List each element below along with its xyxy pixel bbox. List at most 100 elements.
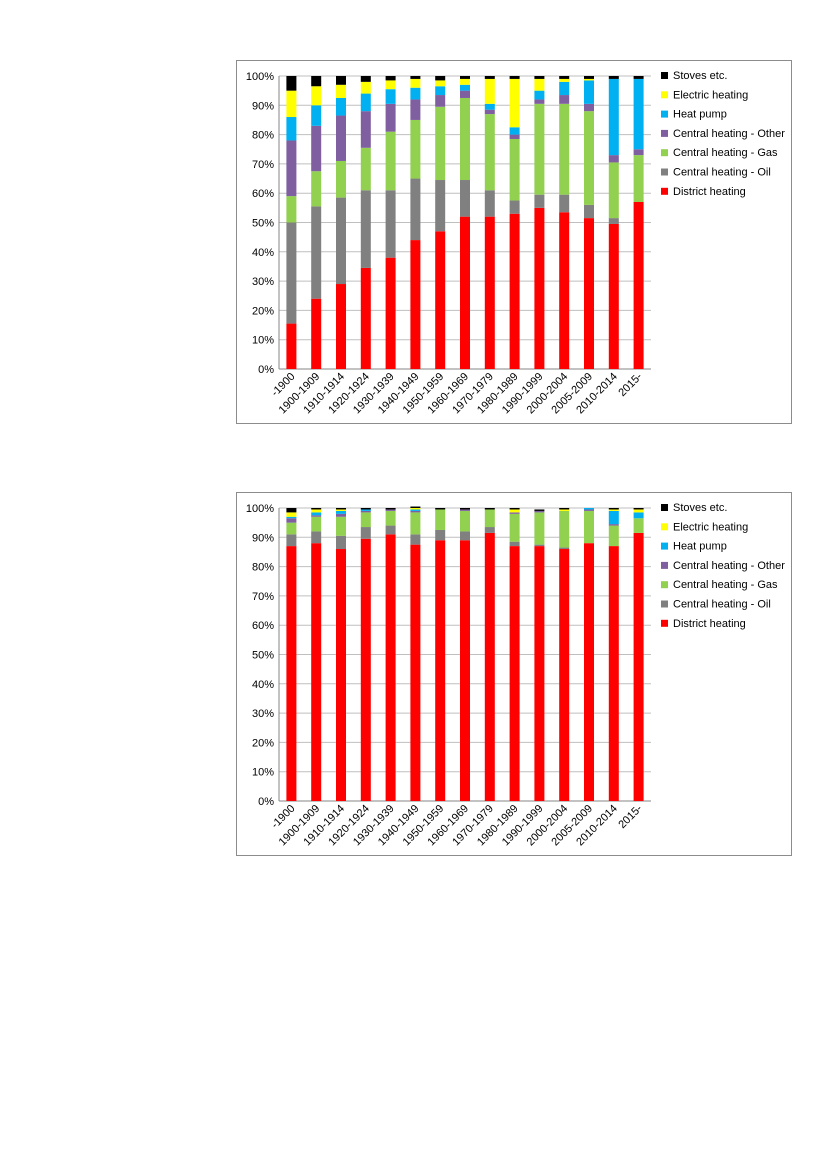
bar-segment [559, 510, 570, 548]
bar-segment [559, 508, 570, 510]
bar-segment [360, 509, 371, 511]
bar-segment [385, 131, 396, 191]
bar-segment [311, 508, 322, 510]
bar-segment [286, 117, 297, 141]
legend-entry: District heating [673, 618, 746, 630]
bar-segment [435, 95, 446, 107]
bar-segment [509, 509, 520, 513]
bar-segment [484, 103, 495, 110]
bar-segment [509, 138, 520, 201]
bar-segment [385, 257, 396, 369]
bar-segment [633, 509, 644, 513]
legend-entry: Central heating - Gas [673, 579, 778, 591]
bar-segment [311, 125, 322, 172]
legend-swatch [661, 561, 668, 569]
bar-segment [410, 508, 421, 510]
bar-segment [460, 509, 470, 511]
bar-segment [584, 103, 594, 112]
bar-segment [608, 546, 619, 801]
bar-segment [286, 546, 297, 801]
y-tick-label: 90% [252, 100, 274, 112]
y-tick-label: 60% [252, 620, 274, 632]
legend-entry: Heat pump [673, 541, 727, 553]
bar-segment [410, 534, 421, 545]
bar-segment [385, 80, 396, 90]
bar-segment [509, 134, 520, 139]
bar-segment [509, 541, 520, 547]
bar-segment [559, 95, 570, 104]
bar-segment [311, 105, 322, 126]
bar-segment [385, 76, 396, 81]
bar-segment [534, 510, 545, 513]
legend-swatch [661, 523, 668, 531]
legend-entry: Central heating - Other [673, 560, 785, 572]
y-tick-label: 80% [252, 562, 274, 574]
bar-segment [286, 516, 297, 519]
bar-segment [460, 508, 470, 510]
bar-segment [584, 76, 594, 79]
bar-segment [286, 222, 297, 324]
legend-entry: Electric heating [673, 89, 748, 101]
legend-swatch [661, 600, 668, 608]
y-tick-label: 30% [252, 708, 274, 720]
bar-segment [460, 84, 470, 91]
y-tick-label: 10% [252, 335, 274, 347]
bar-segment [584, 508, 594, 510]
bar-segment [336, 510, 346, 514]
bar-segment [484, 532, 495, 801]
bar-segment [410, 99, 421, 120]
bar-segment [608, 78, 619, 156]
y-tick-label: 10% [252, 767, 274, 779]
bars [286, 506, 644, 801]
y-tick-label: 40% [252, 679, 274, 691]
legend-swatch [661, 110, 668, 118]
bar-segment [311, 531, 322, 544]
bar-segment [336, 516, 346, 536]
bar-segment [311, 206, 322, 299]
bar-segment [633, 155, 644, 202]
bar-segment [336, 508, 346, 510]
y-tick-label: 100% [246, 503, 274, 515]
legend-swatch [661, 542, 668, 550]
legend-entry: Central heating - Oil [673, 599, 771, 611]
bar-segment [385, 510, 396, 526]
y-tick-label: 70% [252, 159, 274, 171]
y-tick-label: 40% [252, 247, 274, 259]
bar-segment [559, 78, 570, 82]
bar-segment [559, 81, 570, 96]
bar-segment [460, 78, 470, 85]
bar-segment [336, 509, 346, 511]
bar-segment [360, 510, 371, 513]
chart-heating-share-district-areas: 0% 10% 20% 30% 40% 50% 60% 70% 80% 90% 100% -1900 19… [236, 492, 792, 856]
bar-segment [311, 509, 322, 513]
bar-segment [460, 90, 470, 98]
bar-segment [484, 216, 495, 369]
y-tick-label: 80% [252, 130, 274, 142]
legend-entry: Central heating - Oil [673, 167, 771, 179]
x-tick-label: 2015- [616, 370, 645, 399]
bar-segment [360, 267, 371, 369]
legend-swatch [661, 619, 668, 627]
bar-segment [559, 547, 570, 550]
bar-segment [385, 190, 396, 258]
bar-segment [633, 508, 644, 510]
bar-segment [435, 180, 446, 232]
bar-segment [286, 140, 297, 197]
legend-swatch [661, 129, 668, 137]
legend: Stoves etc. Electric heating Heat pump Cent… [661, 502, 785, 630]
bar-segment [534, 90, 545, 100]
y-tick-label: 30% [252, 276, 274, 288]
bar-segment [584, 510, 594, 544]
bar-segment [534, 103, 545, 195]
y-tick-label: 0% [258, 364, 274, 376]
bar-segment [584, 111, 594, 205]
bar-segment [584, 543, 594, 801]
bar-segment [534, 544, 545, 547]
bar-segment [484, 527, 495, 533]
y-tick-label: 50% [252, 218, 274, 230]
bar-segment [360, 111, 371, 148]
legend-entry: Electric heating [673, 521, 748, 533]
bar-segment [534, 78, 545, 91]
bar-segment [608, 76, 619, 79]
bar-segment [311, 512, 322, 516]
